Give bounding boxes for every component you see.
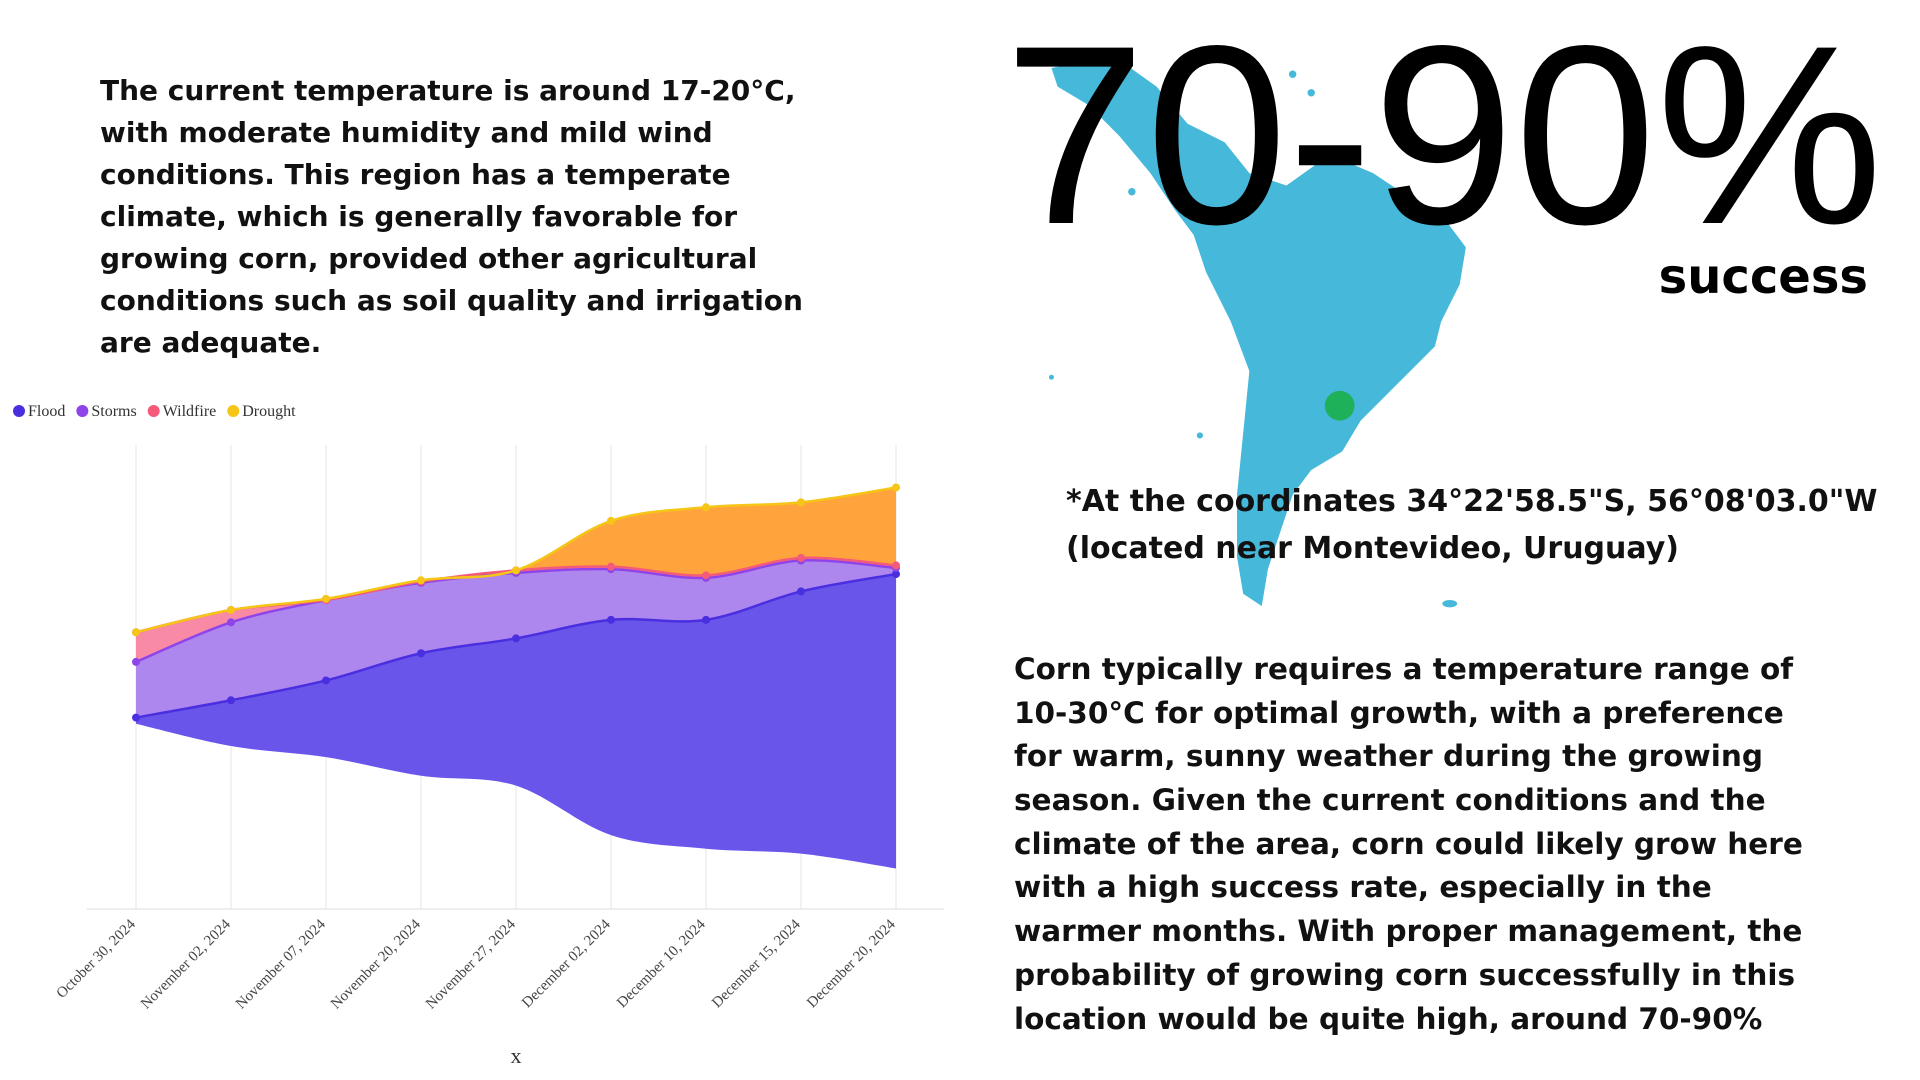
point [132, 713, 140, 722]
intro-line: conditions such as soil quality and irri… [100, 284, 803, 317]
point [892, 561, 900, 570]
point [512, 566, 520, 575]
assessment-line: with a high success rate, especially in … [1014, 870, 1712, 905]
point [797, 554, 805, 563]
x-tick-label: December 20, 2024 [804, 916, 899, 1011]
point [322, 676, 330, 685]
legend-label: Storms [91, 403, 136, 420]
point [512, 634, 520, 643]
point [132, 628, 140, 637]
point [607, 615, 615, 624]
point [227, 618, 235, 627]
point [417, 649, 425, 658]
x-tick-label: December 15, 2024 [709, 916, 804, 1011]
point [702, 615, 710, 624]
legend-label: Wildfire [163, 403, 217, 420]
location-line: *At the coordinates 34°22'58.5"S, 56°08'… [1066, 484, 1878, 519]
x-tick-label: December 10, 2024 [614, 916, 709, 1011]
point [417, 576, 425, 585]
assessment-line: 10-30°C for optimal growth, with a prefe… [1014, 695, 1784, 730]
assessment-paragraph: Corn typically requires a temperature ra… [1014, 652, 1803, 1045]
headline-caption: success [1659, 249, 1868, 305]
location-line: (located near Montevideo, Uruguay) [1066, 531, 1679, 566]
intro-line: conditions. This region has a temperate [100, 158, 731, 191]
legend-marker [76, 405, 89, 417]
location-note: *At the coordinates 34°22'58.5"S, 56°08'… [1066, 484, 1878, 578]
legend-marker [13, 405, 25, 417]
assessment-line: Corn typically requires a temperature ra… [1014, 652, 1794, 686]
point [702, 571, 710, 580]
assessment-line: for warm, sunny weather during the growi… [1014, 739, 1763, 774]
area [136, 574, 896, 869]
assessment-line: climate of the area, corn could likely g… [1014, 826, 1803, 861]
point [892, 570, 900, 579]
x-tick-label: November 02, 2024 [138, 916, 234, 1012]
assessment-line: season. Given the current conditions and… [1014, 783, 1766, 818]
point [227, 605, 235, 614]
point [227, 696, 235, 705]
legend-label: Flood [28, 403, 65, 420]
intro-line: The current temperature is around 17-20°… [100, 74, 796, 107]
south-america-map [1048, 55, 1466, 608]
intro-line: with moderate humidity and mild wind [100, 116, 713, 149]
x-tick-label: November 07, 2024 [233, 916, 329, 1012]
stream-chart: October 30, 2024 November 02, 2024 Novembe… [13, 403, 944, 1068]
assessment-line: location would be quite high, around 70-… [1014, 1001, 1763, 1036]
area [136, 487, 896, 633]
point [607, 516, 615, 525]
intro-line: climate, which is generally favorable fo… [100, 200, 738, 233]
assessment-line: warmer months. With proper management, t… [1014, 914, 1803, 949]
intro-line: are adequate. [100, 326, 322, 359]
point [607, 562, 615, 571]
headline: 70-90% [1004, 0, 1883, 278]
point [132, 657, 140, 666]
x-tick-label: November 27, 2024 [423, 916, 519, 1012]
point [797, 587, 805, 596]
assessment-line: probability of growing corn successfully… [1014, 957, 1796, 992]
x-tick-label: October 30, 2024 [54, 916, 140, 1002]
intro-line: growing corn, provided other agricultura… [100, 242, 758, 275]
x-axis-title: x [511, 1043, 522, 1068]
legend-marker [227, 405, 240, 417]
point [322, 594, 330, 603]
x-tick-label: December 02, 2024 [519, 916, 614, 1011]
point [797, 498, 805, 507]
x-tick-label: November 20, 2024 [328, 916, 424, 1012]
intro-paragraph: The current temperature is around 17-20°… [100, 74, 803, 368]
legend-label: Drought [242, 403, 296, 420]
legend-marker [147, 405, 160, 417]
point [702, 503, 710, 512]
point [892, 483, 900, 492]
